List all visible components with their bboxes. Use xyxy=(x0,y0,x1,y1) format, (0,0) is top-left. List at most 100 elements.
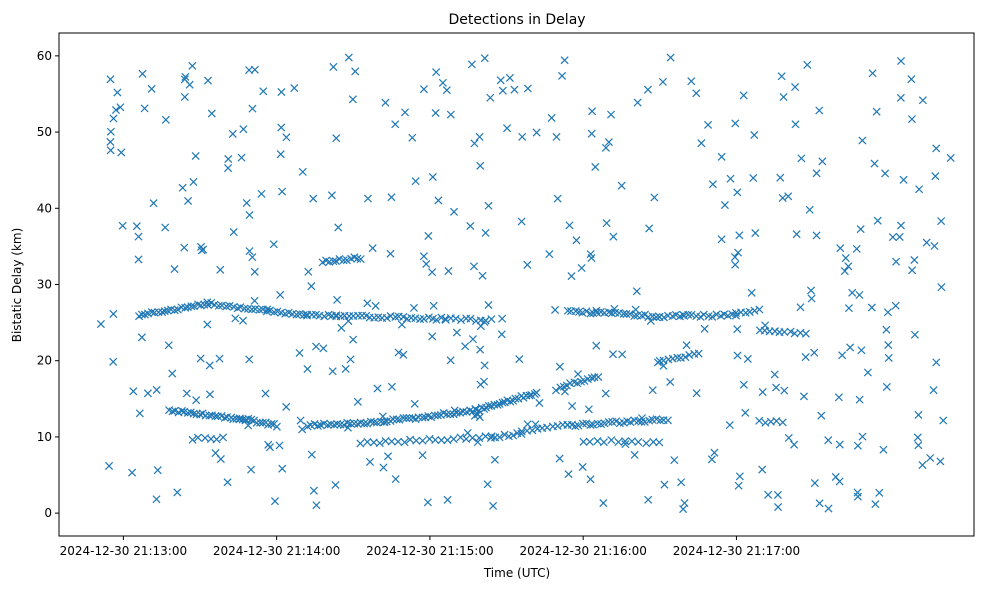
detection-point xyxy=(239,125,248,134)
detection-point xyxy=(588,107,597,116)
detection-point xyxy=(673,353,682,362)
detection-point xyxy=(631,305,640,314)
detection-point xyxy=(380,418,389,427)
detection-point xyxy=(614,438,623,447)
detection-point xyxy=(915,185,924,194)
detection-point xyxy=(896,57,906,66)
detection-point xyxy=(295,348,304,357)
detection-point xyxy=(480,361,489,370)
detection-point xyxy=(111,105,120,115)
y-tick-label: 60 xyxy=(37,49,52,63)
detection-point xyxy=(868,69,877,78)
detection-point xyxy=(173,488,182,497)
detection-point xyxy=(470,139,479,148)
detection-point xyxy=(245,211,254,220)
detection-point xyxy=(462,434,471,444)
detection-point xyxy=(185,80,194,89)
detection-point xyxy=(779,92,788,102)
detection-point xyxy=(245,355,254,364)
detection-point xyxy=(599,438,608,447)
detection-point xyxy=(168,369,177,378)
detection-point xyxy=(419,85,428,94)
detection-point xyxy=(442,86,451,95)
detection-point xyxy=(857,346,866,355)
x-tick-label: 2024-12-30 21:14:00 xyxy=(213,544,340,558)
detection-point xyxy=(666,53,675,62)
detection-point xyxy=(211,449,220,458)
detection-point xyxy=(262,307,271,316)
detection-point xyxy=(774,503,783,512)
detection-point xyxy=(434,196,443,205)
detection-point xyxy=(932,144,941,153)
detection-point xyxy=(634,437,643,446)
detection-point xyxy=(567,272,576,281)
detection-point xyxy=(545,250,554,259)
detection-point xyxy=(349,335,358,344)
detection-point xyxy=(182,389,191,398)
detection-point xyxy=(630,450,639,459)
detection-point xyxy=(341,364,350,373)
detection-point xyxy=(298,425,307,434)
detection-point xyxy=(642,439,651,448)
detection-point xyxy=(593,437,602,446)
detection-point xyxy=(363,437,372,446)
detection-point xyxy=(592,341,601,350)
detection-point xyxy=(267,419,276,428)
detection-point xyxy=(263,305,272,314)
detection-point xyxy=(931,172,940,181)
detection-point xyxy=(810,348,819,357)
x-tick-label: 2024-12-30 21:13:00 xyxy=(60,544,187,558)
detection-point xyxy=(450,406,459,415)
detection-point xyxy=(476,161,485,170)
detection-point xyxy=(250,267,259,276)
detection-point xyxy=(608,350,617,359)
detection-point xyxy=(307,282,316,291)
y-tick-label: 20 xyxy=(37,354,52,368)
detection-point xyxy=(936,457,945,466)
detection-point xyxy=(535,398,544,407)
detection-point xyxy=(302,311,312,320)
detection-point xyxy=(515,355,524,364)
y-axis-label: Bistatic Delay (km) xyxy=(10,228,24,343)
detection-point xyxy=(708,312,717,321)
detection-point xyxy=(106,146,115,155)
detection-point xyxy=(386,249,395,258)
detection-point xyxy=(368,244,377,253)
detection-point xyxy=(498,314,507,323)
detection-point xyxy=(387,437,396,446)
detection-point xyxy=(132,222,141,231)
detection-point xyxy=(498,398,507,407)
detection-point xyxy=(277,123,286,132)
detection-point xyxy=(394,348,403,357)
detection-point xyxy=(733,188,742,197)
detection-point xyxy=(937,283,946,292)
detection-point xyxy=(343,423,352,432)
detection-point xyxy=(197,246,206,255)
detection-point xyxy=(323,420,332,430)
detection-point xyxy=(867,303,876,312)
detection-point xyxy=(617,181,626,190)
detection-point xyxy=(276,150,285,159)
detection-point xyxy=(475,132,484,141)
detection-point xyxy=(160,307,169,316)
detection-point xyxy=(873,216,882,225)
detection-point xyxy=(309,194,318,203)
detection-point xyxy=(587,129,596,138)
detection-point xyxy=(531,420,540,429)
detection-point xyxy=(700,324,709,333)
detection-point xyxy=(694,349,703,358)
detection-point xyxy=(658,77,667,86)
detection-point xyxy=(277,88,286,97)
detection-point xyxy=(855,290,864,299)
detection-point xyxy=(428,172,437,182)
detection-point xyxy=(214,301,223,310)
detection-point xyxy=(870,159,879,168)
detection-point xyxy=(892,257,901,266)
detection-point xyxy=(379,463,388,472)
detection-point xyxy=(680,498,689,508)
detection-point xyxy=(884,353,893,362)
detection-point xyxy=(844,304,853,313)
detection-point xyxy=(332,312,341,321)
detection-point xyxy=(96,320,105,329)
detection-point xyxy=(939,416,948,425)
